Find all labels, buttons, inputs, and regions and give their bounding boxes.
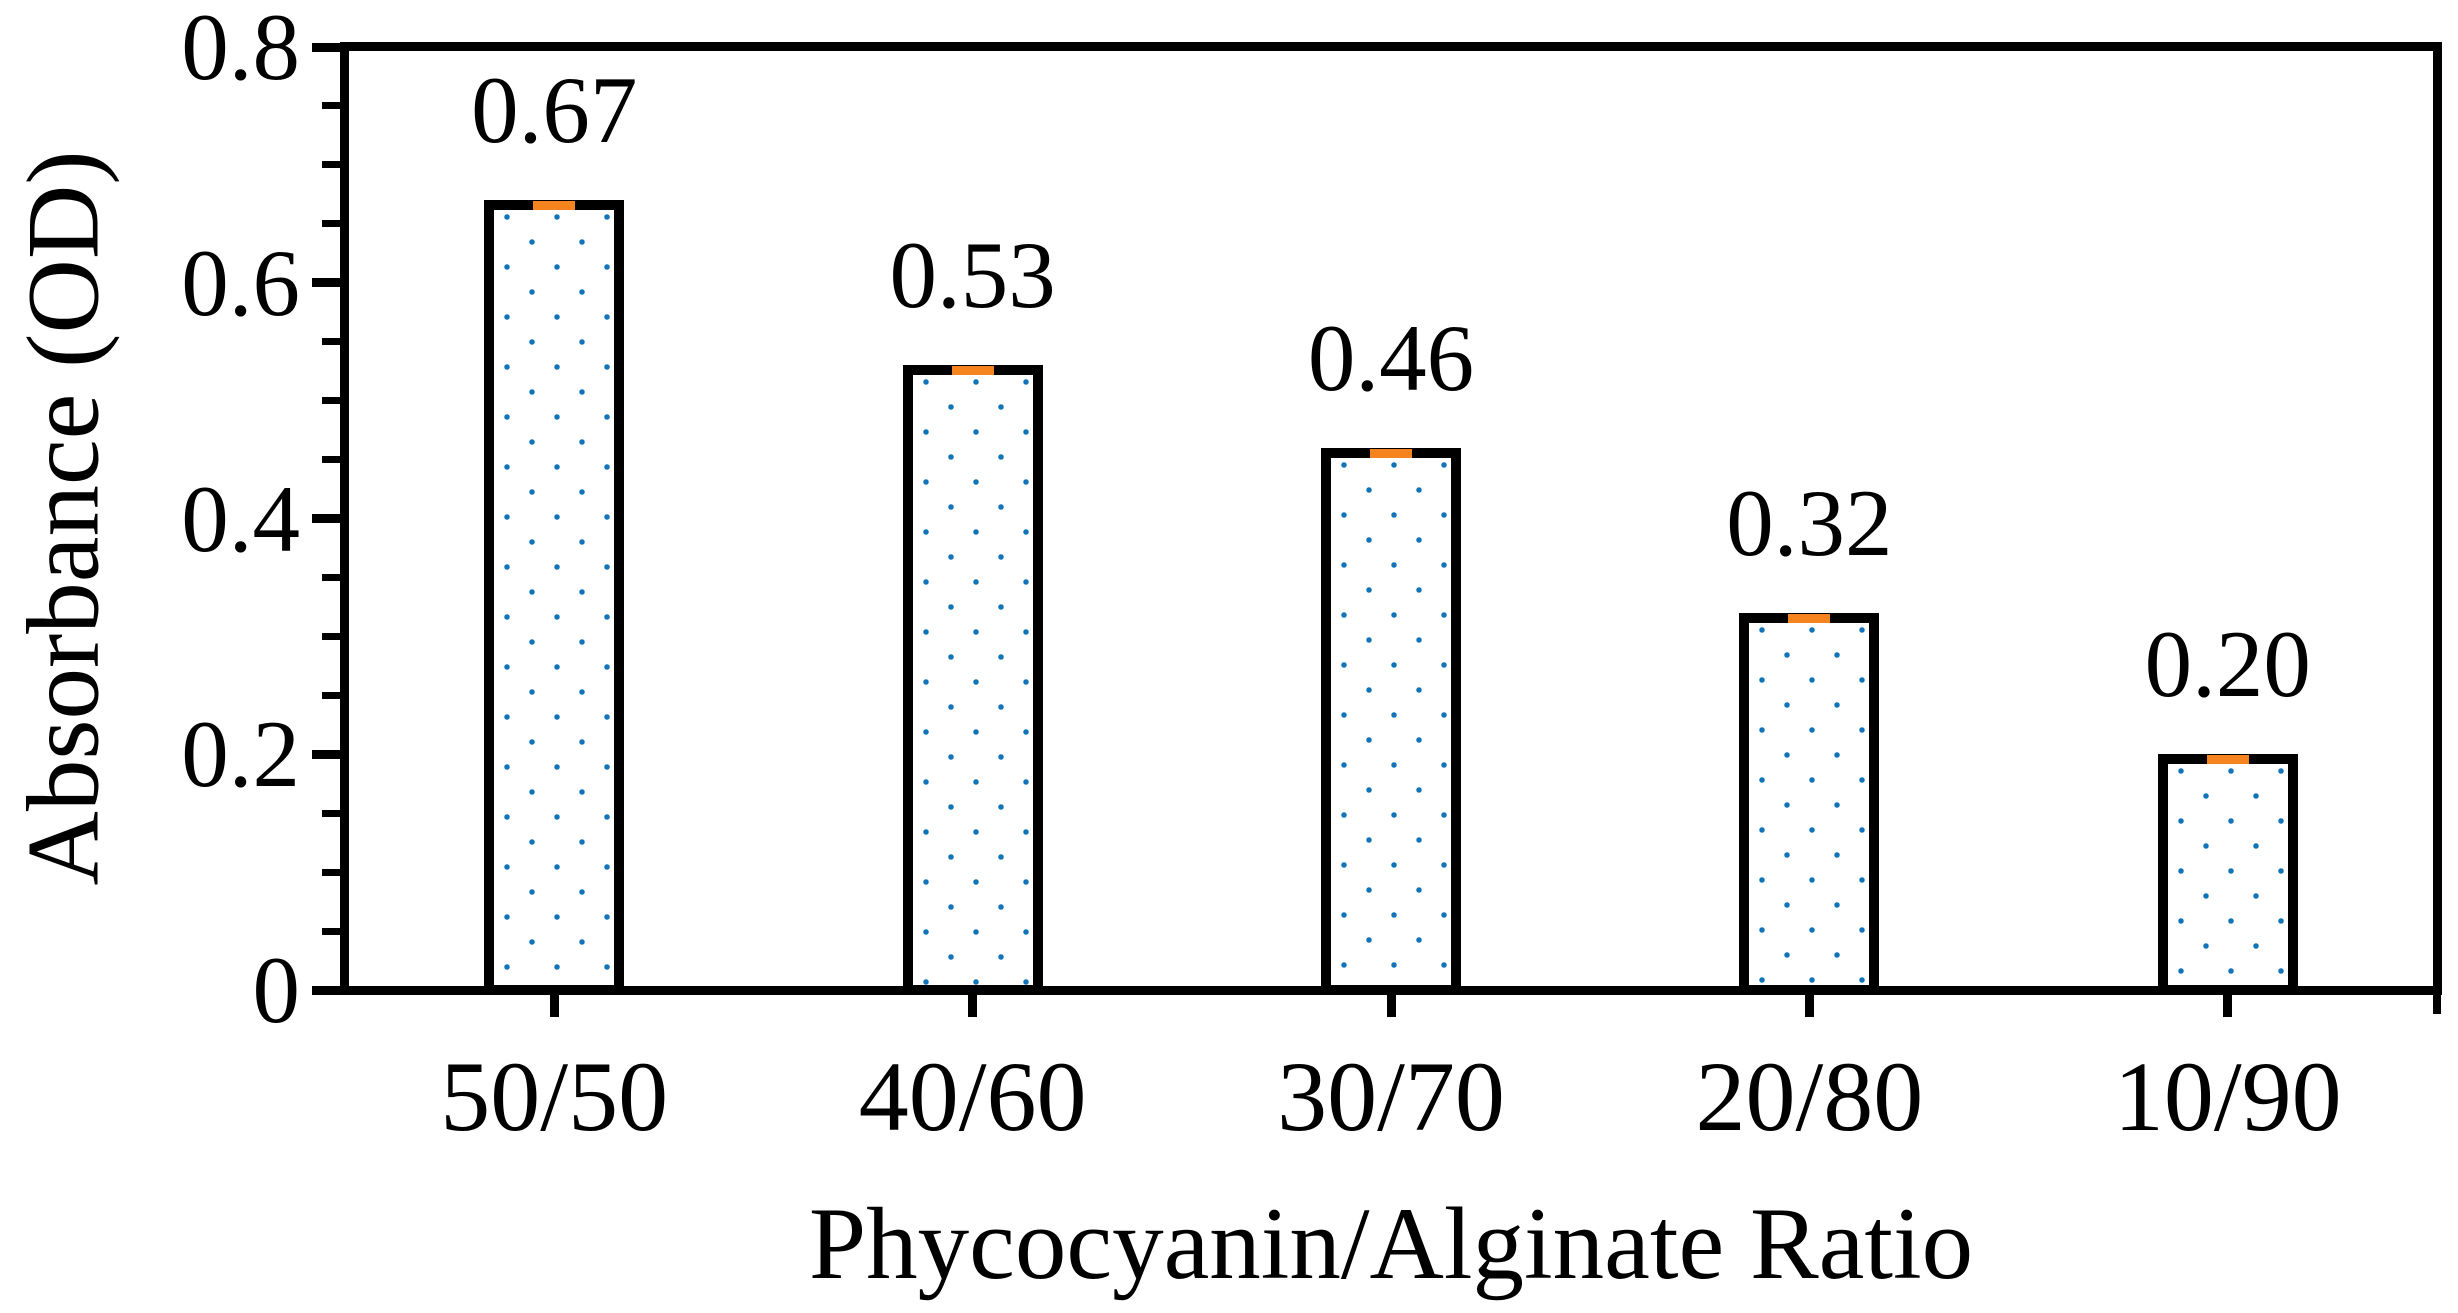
- bar: [1321, 447, 1461, 995]
- x-axis-end-tick: [2433, 995, 2441, 1014]
- y-minor-tick: [322, 338, 340, 346]
- y-minor-tick: [322, 456, 340, 464]
- y-tick-label: 0.6: [181, 229, 300, 336]
- y-tick-label: 0.8: [181, 0, 300, 100]
- y-minor-tick: [322, 397, 340, 405]
- bar-value-label: 0.20: [2144, 611, 2311, 718]
- bar: [902, 365, 1043, 995]
- error-bar-cap: [951, 366, 994, 376]
- y-tick-label: 0.2: [181, 701, 300, 808]
- bar-value-label: 0.67: [471, 57, 638, 164]
- bar: [2157, 754, 2298, 995]
- error-bar-cap: [1370, 448, 1412, 458]
- y-major-tick: [312, 749, 340, 759]
- y-minor-tick: [322, 927, 340, 935]
- y-minor-tick: [322, 691, 340, 699]
- y-major-tick: [312, 278, 340, 288]
- x-tick: [968, 995, 978, 1017]
- y-major-tick: [312, 514, 340, 523]
- bar-value-label: 0.53: [889, 222, 1056, 329]
- x-tick: [1386, 995, 1396, 1017]
- y-minor-tick: [322, 809, 340, 817]
- y-minor-tick: [322, 573, 340, 581]
- y-minor-tick: [322, 632, 340, 640]
- y-minor-tick: [322, 220, 340, 228]
- error-bar-cap: [533, 201, 576, 211]
- y-major-tick: [312, 42, 340, 52]
- x-tick-label: 20/80: [1695, 1041, 1924, 1152]
- bar-value-label: 0.46: [1307, 304, 1475, 411]
- y-tick-label: 0: [252, 937, 301, 1043]
- y-tick-label: 0.4: [181, 465, 300, 572]
- x-tick-label: 30/70: [1277, 1041, 1505, 1152]
- x-tick: [549, 995, 559, 1017]
- x-tick: [1804, 995, 1814, 1017]
- x-tick-label: 10/90: [2113, 1041, 2342, 1152]
- y-minor-tick: [322, 102, 340, 110]
- bar: [484, 200, 625, 995]
- y-major-tick: [312, 985, 340, 995]
- bar-value-label: 0.32: [1726, 469, 1893, 576]
- y-axis-title: Absorbance (OD): [6, 150, 121, 886]
- x-tick-label: 40/60: [858, 1041, 1087, 1152]
- plot-area-frame: [340, 42, 2442, 995]
- y-minor-tick: [322, 161, 340, 169]
- y-minor-tick: [322, 868, 340, 876]
- error-bar-cap: [1788, 613, 1831, 623]
- x-tick: [2223, 995, 2233, 1017]
- x-axis-title: Phycocyanin/Alginate Ratio: [808, 1187, 1974, 1301]
- x-tick-label: 50/50: [440, 1041, 669, 1152]
- error-bar-cap: [2206, 755, 2249, 765]
- bar: [1739, 612, 1880, 995]
